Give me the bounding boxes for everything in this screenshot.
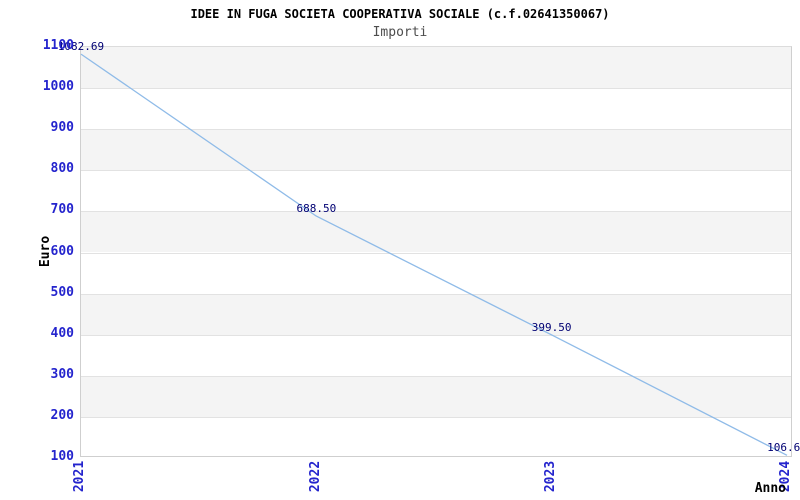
gridline [81, 170, 791, 172]
data-point-label: 106.60 [767, 441, 800, 455]
data-point-label: 399.50 [531, 320, 572, 334]
gridline [81, 252, 791, 254]
y-tick-label: 400 [50, 325, 74, 341]
series-line [80, 53, 788, 456]
y-tick-label: 100 [50, 449, 74, 464]
gridline [81, 416, 791, 418]
chart-subtitle: Importi [372, 25, 428, 40]
gridline [81, 129, 791, 131]
y-tick-label: 800 [50, 161, 74, 177]
line-series-path [80, 53, 788, 456]
y-tick-label: 300 [50, 366, 74, 382]
y-tick-label: 900 [50, 120, 74, 136]
data-point-label: 1082.69 [57, 40, 105, 54]
x-axis-title: Anno [754, 481, 786, 496]
x-tick-label: 2023 [531, 454, 571, 498]
data-point-label: 688.50 [296, 202, 337, 216]
y-axis-title: Euro [38, 235, 54, 268]
chart-title: IDEE IN FUGA SOCIETA COOPERATIVA SOCIALE… [190, 7, 610, 21]
gridline [81, 211, 791, 213]
y-tick-label: 600 [50, 243, 74, 259]
grid-band [81, 47, 791, 89]
x-tick-label-text: 2021 [72, 460, 88, 492]
x-tick-label: 2022 [295, 454, 335, 498]
y-tick-label: 500 [50, 284, 74, 300]
y-tick-label: 1000 [42, 79, 74, 95]
x-tick-label-text: 2023 [543, 460, 559, 492]
gridline [81, 88, 791, 90]
gridline [81, 334, 791, 336]
grid-band [81, 211, 791, 253]
y-tick-label: 1100 [42, 38, 74, 53]
y-axis-title-box: Euro [36, 228, 56, 275]
plot-area: 1082.69 688.50 399.50 106.60 [58, 40, 800, 457]
gridline [81, 293, 791, 295]
x-tick-label-text: 2022 [307, 460, 323, 492]
y-tick-label: 200 [50, 407, 74, 423]
gridline [81, 375, 791, 377]
y-tick-label: 700 [50, 202, 74, 218]
x-tick-label: 2021 [60, 454, 100, 498]
grid-band [81, 293, 791, 335]
